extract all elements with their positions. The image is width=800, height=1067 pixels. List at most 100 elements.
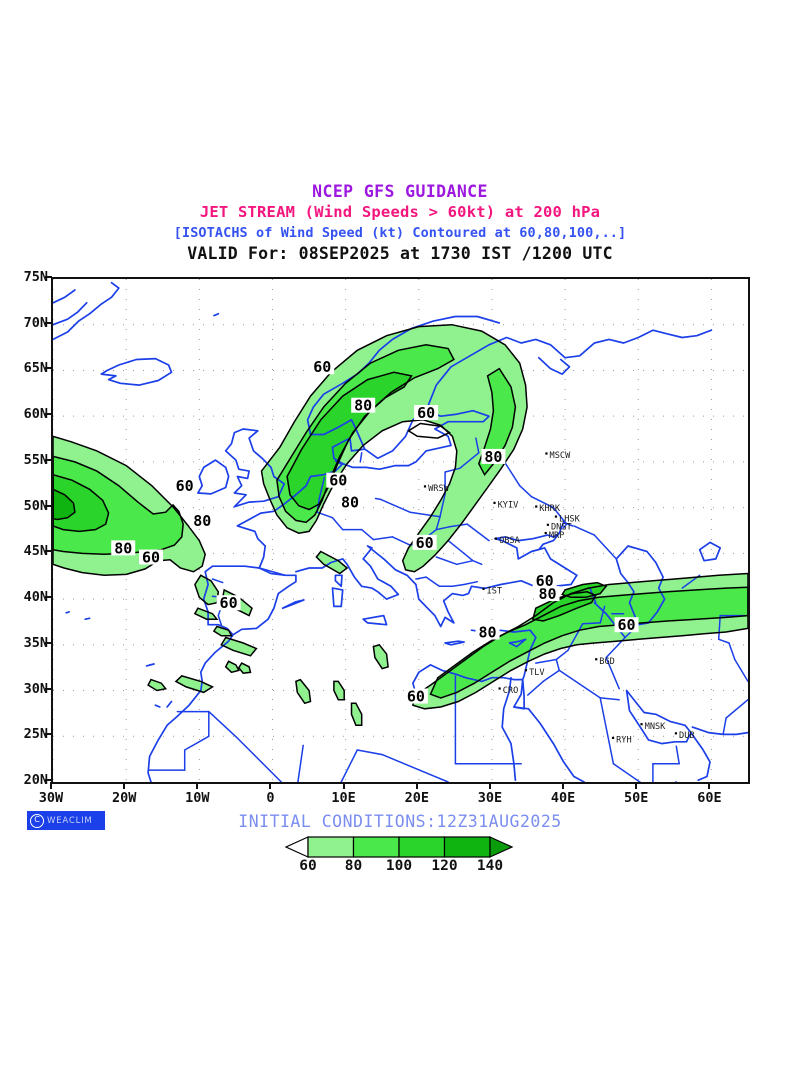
coastline-2: [53, 289, 76, 304]
border-42: [331, 516, 344, 531]
border-87: [734, 658, 748, 683]
border-36: [211, 578, 224, 584]
coastline-16: [558, 521, 574, 535]
contour-label-bg-7: [414, 405, 439, 421]
lat-label-40N: 40N: [23, 589, 48, 606]
lon-label-50E: 50E: [624, 790, 649, 806]
lat-tick: [45, 596, 52, 599]
isotach-patch-60-5: [351, 703, 362, 726]
border-85: [722, 717, 727, 736]
contour-line-17: [147, 678, 168, 692]
city-label-TLV: TLV: [529, 668, 545, 678]
coastline-0: [53, 281, 120, 341]
city-marker-DUB: [674, 732, 678, 735]
coastline-17: [615, 545, 666, 626]
coastline-37: [331, 587, 344, 608]
contour-label-bg-1: [111, 540, 136, 556]
city-marker-IST: [482, 587, 485, 590]
coastline-1: [53, 301, 88, 326]
city-marker-BGD: [595, 658, 598, 661]
border-52: [435, 516, 441, 531]
lon-tick: [415, 782, 418, 789]
border-20: [599, 697, 615, 765]
contour-label-60: 60: [407, 687, 425, 705]
city-marker-MRP: [544, 531, 547, 535]
city-label-DNST: DNST: [551, 523, 572, 533]
border-25: [581, 622, 601, 625]
border-37: [217, 614, 223, 626]
border-55: [444, 467, 461, 473]
border-46: [391, 536, 411, 546]
border-51: [466, 523, 490, 542]
contour-label-bg-4: [216, 595, 241, 611]
isotach-band-80-karelia: [478, 368, 516, 475]
lon-tick: [123, 782, 126, 789]
contour-line-2: [53, 473, 110, 533]
coastline-26: [691, 726, 748, 736]
contour-label-80: 80: [193, 512, 211, 530]
contour-label-bg-9: [338, 494, 363, 510]
weaclim-watermark: C WEACLIM: [27, 811, 105, 830]
city-marker-WRSW: [423, 485, 427, 488]
city-label-WRSW: WRSW: [428, 484, 450, 494]
city-label-LHSK: LHSK: [559, 514, 581, 524]
city-marker-KHRK: [535, 505, 538, 508]
city-label-OBSA: OBSA: [499, 536, 521, 546]
contour-label-60: 60: [618, 616, 636, 634]
lat-tick: [45, 779, 52, 781]
coastline-18: [698, 541, 722, 562]
border-18: [558, 669, 601, 699]
city-label-CRO: CRO: [503, 686, 519, 696]
contour-label-bg-8: [481, 448, 506, 464]
city-marker-MNSK: [640, 723, 643, 726]
title-line-1: NCEP GFS GUIDANCE: [312, 182, 488, 201]
border-14: [555, 649, 569, 661]
border-6: [236, 737, 283, 782]
city-label-MNSK: MNSK: [645, 722, 667, 732]
border-35: [258, 567, 287, 577]
border-32: [717, 614, 721, 641]
isotach-contours: [53, 323, 748, 727]
contour-line-4: [194, 574, 220, 606]
border-58: [374, 497, 382, 501]
title-block: NCEP GFS GUIDANCE JET STREAM (Wind Speed…: [0, 182, 800, 265]
lon-tick: [196, 782, 199, 789]
contour-line-23: [237, 662, 252, 674]
lat-tick: [45, 687, 52, 690]
lat-tick: [45, 550, 52, 553]
lat-label-20N: 20N: [23, 772, 48, 788]
border-15: [555, 658, 561, 672]
coastline-10: [224, 428, 286, 508]
border-31: [717, 638, 730, 644]
contour-line-3: [53, 488, 76, 521]
border-79: [463, 580, 479, 586]
border-71: [463, 552, 474, 562]
lat-tick: [45, 504, 52, 507]
lon-label-20W: 20W: [111, 790, 137, 806]
isotach-patch-60-0: [221, 637, 257, 656]
contour-label-bg-0: [172, 478, 197, 494]
border-81: [593, 534, 618, 560]
title-line-3: [ISOTACHS of Wind Speed (kt) Contoured a…: [173, 225, 627, 241]
border-23: [675, 745, 680, 765]
coastline-35: [444, 640, 465, 646]
contour-label-bg-6: [351, 397, 376, 413]
border-70: [447, 539, 465, 555]
city-label-KHRK: KHRK: [539, 504, 561, 514]
border-26: [599, 605, 606, 624]
border-30: [605, 656, 620, 690]
border-17: [527, 680, 544, 696]
border-62: [318, 476, 326, 500]
contour-label-60: 60: [176, 477, 194, 495]
border-45: [372, 536, 394, 541]
lat-label-65N: 65N: [23, 360, 48, 377]
lon-tick: [488, 782, 491, 789]
lat-tick: [45, 321, 52, 324]
watermark-label: WEACLIM: [47, 815, 93, 826]
contour-line-16: [174, 675, 215, 694]
lon-tick: [562, 782, 565, 789]
contour-line-14: [561, 581, 608, 599]
colorbar-ticks: 60 80 100 120 140: [284, 858, 514, 876]
